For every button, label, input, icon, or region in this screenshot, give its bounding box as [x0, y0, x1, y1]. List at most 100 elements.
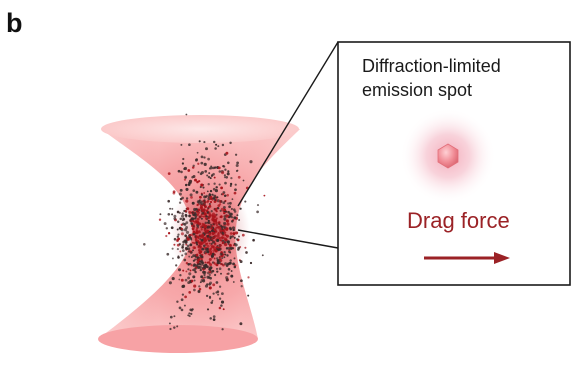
particle-dot: [215, 217, 218, 220]
particle-dot: [223, 176, 226, 179]
particle-dot: [205, 147, 208, 151]
particle-dot: [231, 235, 235, 238]
particle-dot: [184, 183, 188, 187]
particle-dot: [227, 272, 230, 275]
particle-dot: [208, 296, 212, 299]
particle-dot: [215, 257, 219, 260]
particle-dot: [193, 220, 197, 224]
particle-dot: [209, 236, 213, 239]
particle-dot: [189, 193, 193, 197]
particle-dot: [173, 217, 177, 220]
particle-dot: [199, 260, 203, 264]
particle-dot: [209, 247, 213, 251]
particle-dot: [209, 252, 212, 255]
particle-dot: [214, 189, 218, 193]
drag-force-label: Drag force: [407, 208, 510, 233]
particle-dot: [207, 157, 210, 161]
particle-dot: [180, 143, 183, 146]
particle-dot: [222, 308, 225, 311]
particle-dot: [204, 221, 208, 225]
particle-dot: [185, 113, 188, 116]
particle-dot: [224, 238, 228, 242]
particle-dot: [171, 257, 174, 260]
particle-dot: [208, 250, 213, 254]
particle-dot: [192, 254, 196, 258]
particle-dot: [189, 250, 192, 253]
particle-dot: [193, 242, 196, 245]
particle-dot: [202, 208, 206, 212]
particle-dot: [206, 174, 209, 177]
particle-dot: [212, 212, 215, 216]
particle-dot: [205, 294, 209, 298]
inset-title-line1: Diffraction-limited: [362, 56, 501, 76]
particle-dot: [192, 241, 194, 244]
particle-dot: [222, 165, 226, 168]
particle-dot: [212, 140, 216, 144]
particle-dot: [233, 265, 237, 269]
particle-dot: [178, 243, 181, 246]
particle-dot: [207, 217, 210, 220]
particle-dot: [181, 254, 184, 257]
particle-dot: [200, 228, 203, 231]
particle-dot: [239, 260, 243, 264]
particle-dot: [199, 268, 202, 272]
particle-dot: [244, 200, 247, 203]
particle-dot: [221, 193, 225, 196]
particle-dot: [231, 220, 234, 223]
particle-dot: [225, 278, 229, 282]
particle-dot: [167, 212, 171, 216]
particle-dot: [181, 162, 185, 165]
particle-dot: [223, 236, 226, 239]
particle-dot: [210, 229, 214, 233]
particle-dot: [215, 186, 218, 189]
particle-dot: [201, 211, 205, 215]
particle-dot: [217, 207, 220, 210]
particle-dot: [178, 306, 182, 310]
particle-dot: [223, 250, 226, 254]
particle-dot: [187, 314, 190, 317]
particle-dot: [181, 285, 185, 288]
particle-dot: [198, 263, 202, 266]
particle-dot: [198, 248, 202, 252]
particle-dot: [204, 239, 208, 242]
particle-dot: [203, 228, 207, 232]
particle-dot: [229, 232, 233, 235]
particle-dot: [213, 261, 216, 264]
particle-dot: [229, 251, 232, 254]
particle-dot: [177, 237, 181, 241]
particle-dot: [187, 183, 191, 186]
particle-dot: [213, 194, 217, 198]
particle-dot: [186, 237, 190, 241]
particle-dot: [197, 258, 201, 262]
particle-dot: [208, 270, 212, 274]
particle-dot: [185, 243, 188, 246]
particle-dot: [180, 170, 183, 174]
particle-dot: [216, 246, 219, 249]
particle-dot: [220, 300, 225, 304]
particle-dot: [208, 286, 212, 290]
particle-dot: [196, 217, 200, 221]
particle-dot: [210, 223, 213, 226]
particle-dot: [205, 246, 207, 249]
particle-dot: [234, 183, 237, 186]
particle-dot: [224, 181, 227, 185]
particle-dot: [208, 253, 211, 256]
particle-dot: [202, 204, 205, 207]
particle-dot: [196, 243, 199, 246]
particle-dot: [205, 229, 209, 233]
particle-dot: [169, 327, 172, 331]
particle-dot: [183, 258, 187, 262]
particle-dot: [208, 167, 212, 170]
particle-dot: [197, 220, 200, 223]
particle-dot: [194, 238, 198, 241]
zoom-line-top: [237, 41, 339, 207]
particle-dot: [216, 239, 220, 242]
particle-dot: [202, 244, 206, 248]
particle-dot: [200, 161, 204, 165]
particle-dot: [227, 161, 230, 165]
particle-dot: [184, 278, 188, 282]
particle-dot: [219, 224, 222, 228]
particle-dot: [212, 166, 215, 170]
particle-dot: [221, 236, 224, 239]
particle-dot: [188, 210, 192, 214]
